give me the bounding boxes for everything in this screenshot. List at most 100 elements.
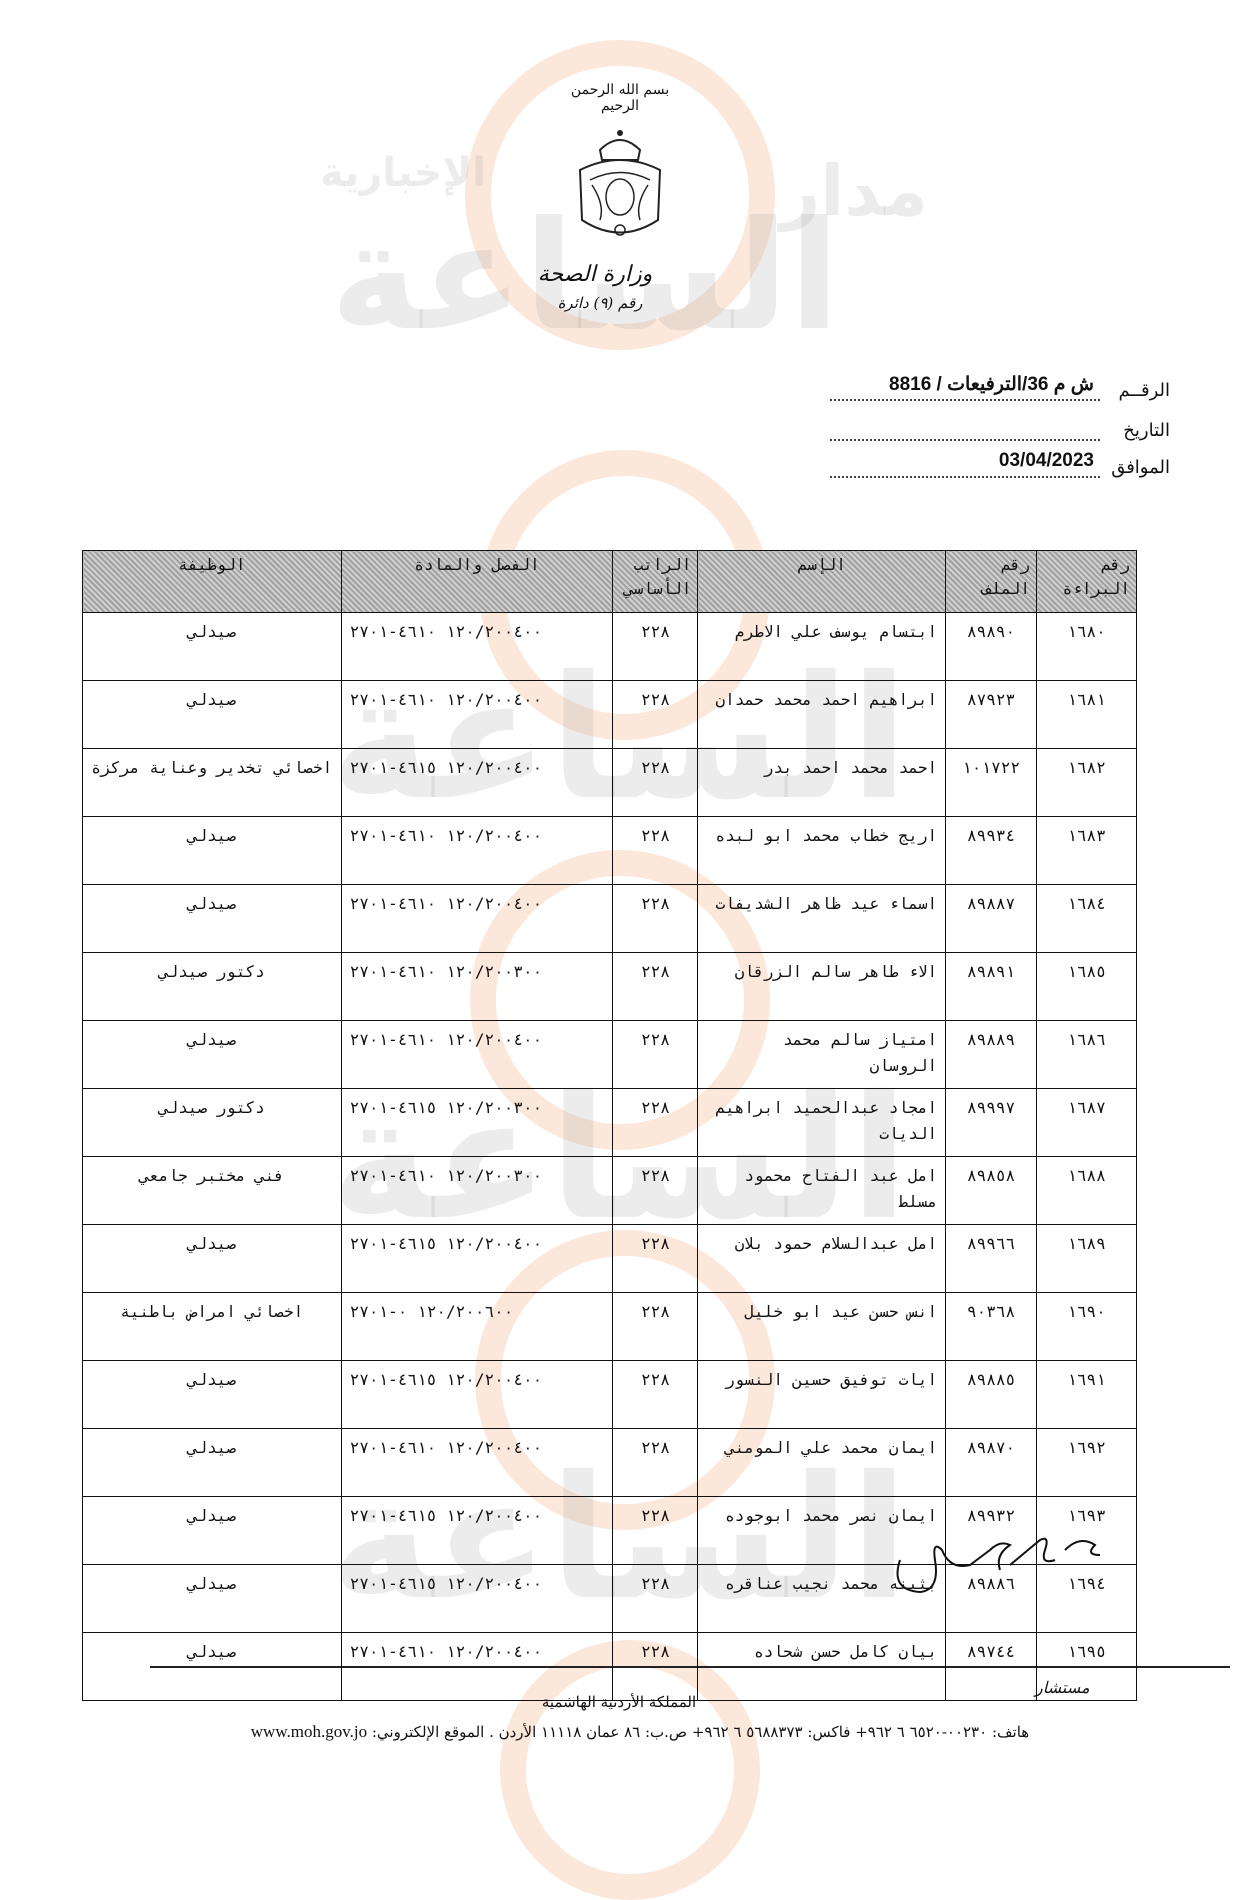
- file-number-cell: ٨٩٩٣٤: [945, 816, 1038, 885]
- certificate-number-cell: ١٦٨١: [1036, 680, 1137, 749]
- certificate-number-cell: ١٦٨٤: [1036, 884, 1137, 953]
- name-cell: انس حسن عيد ابو خليل: [697, 1292, 947, 1361]
- footer-website-link[interactable]: www.moh.gov.jo: [250, 1722, 368, 1741]
- classification-cell: ١٢٠/٢٠٠٤٠٠ ٤٦١٠-٢٧٠١: [340, 816, 614, 885]
- footer-contact-text: هاتف: ٠٠٢٣٠-٦٥٢٠ ٦ ٩٦٢+ فاكس: ٥٦٨٨٣٧٣ ٦ …: [367, 1723, 1030, 1741]
- basic-salary-cell: ٢٢٨: [612, 1088, 699, 1157]
- basic-salary-cell: ٢٢٨: [612, 1360, 699, 1429]
- basic-salary-cell: ٢٢٨: [612, 816, 699, 885]
- basic-salary-cell: ٢٢٨: [612, 1564, 699, 1633]
- table-row: ١٦٨١ ٨٧٩٢٣ ابراهيم احمد محمد حمدان ٢٢٨ ١٢٠/٢…: [82, 680, 1137, 749]
- reference-number: الرقــم ش م 36/الترفيعات / 8816: [830, 373, 1170, 401]
- reference-corresponding-value: 03/04/2023: [830, 450, 1100, 478]
- file-number-cell: ٨٩٨٧٠: [945, 1428, 1038, 1497]
- certificate-number-cell: ١٦٨٣: [1036, 816, 1137, 885]
- table-row: ١٦٨٢ ١٠١٧٢٢ احمد محمد احمد بدر ٢٢٨ ١٢٠/٢٠٠٤٠…: [82, 748, 1137, 817]
- name-cell: امل عبدالسلام حمود بلان: [697, 1224, 947, 1293]
- file-number-cell: ٨٩٨٩٠: [945, 612, 1038, 681]
- basic-salary-cell: ٢٢٨: [612, 680, 699, 749]
- certificate-number-cell: ١٦٩١: [1036, 1360, 1137, 1429]
- certificate-number-cell: ١٦٨٧: [1036, 1088, 1137, 1157]
- job-title-cell: اخصائي امراض باطنية: [82, 1292, 342, 1361]
- name-cell: ايات توفيق حسين النسور: [697, 1360, 947, 1429]
- job-title-cell: صيدلي: [82, 884, 342, 953]
- job-title-cell: دكتور صيدلي: [82, 1088, 342, 1157]
- certificate-number-cell: ١٦٩٤: [1036, 1564, 1137, 1633]
- name-cell: بثينه محمد نجيب عناقره: [697, 1564, 947, 1633]
- table-row: ١٦٨٥ ٨٩٨٩١ الاء طاهر سالم الزرقان ٢٢٨ ١٢٠/٢٠…: [82, 952, 1137, 1021]
- ministry-subtitle: رقم (٩) دائرة: [557, 294, 643, 312]
- job-title-cell: صيدلي: [82, 612, 342, 681]
- file-number-cell: ٨٧٩٢٣: [945, 680, 1038, 749]
- basic-salary-cell: ٢٢٨: [612, 1020, 699, 1089]
- basic-salary-cell: ٢٢٨: [612, 1156, 699, 1225]
- name-cell: الاء طاهر سالم الزرقان: [697, 952, 947, 1021]
- name-cell: اريج خطاب محمد ابو لبده: [697, 816, 947, 885]
- certificate-number-cell: ١٦٨٢: [1036, 748, 1137, 817]
- basic-salary-cell: ٢٢٨: [612, 1224, 699, 1293]
- classification-cell: ١٢٠/٢٠٠٤٠٠ ٤٦١٥-٢٧٠١: [340, 1360, 614, 1429]
- reference-number-label: الرقــم: [1118, 380, 1170, 401]
- certificate-number-cell: ١٦٩٥: [1036, 1632, 1137, 1701]
- table-row: ١٦٩٣ ٨٩٩٣٢ ايمان نصر محمد ابوجوده ٢٢٨ ١٢٠/٢٠…: [82, 1496, 1137, 1565]
- table-row: ١٦٨٣ ٨٩٩٣٤ اريج خطاب محمد ابو لبده ٢٢٨ ١٢٠/٢…: [82, 816, 1137, 885]
- file-number-cell: ٨٩٨٨٥: [945, 1360, 1038, 1429]
- file-number-cell: ٨٩٨٨٧: [945, 884, 1038, 953]
- basic-salary-cell: ٢٢٨: [612, 884, 699, 953]
- name-cell: ايمان محمد علي المومني: [697, 1428, 947, 1497]
- table-row: ١٦٨٨ ٨٩٨٥٨ امل عبد الفتاح محمود مسلط ٢٢٨ ١٢٠…: [82, 1156, 1137, 1225]
- promotions-table: رقم البراءة رقم الملف الإسم الراتب الأسا…: [82, 550, 1137, 1701]
- classification-cell: ١٢٠/٢٠٠٤٠٠ ٤٦١٠-٢٧٠١: [340, 884, 614, 953]
- reference-number-value: ش م 36/الترفيعات / 8816: [830, 373, 1100, 401]
- basic-salary-cell: ٢٢٨: [612, 1292, 699, 1361]
- classification-cell: ١٢٠/٢٠٠٤٠٠ ٤٦١٥-٢٧٠١: [340, 1564, 614, 1633]
- ministry-name: وزارة الصحة: [537, 262, 653, 287]
- job-title-cell: صيدلي: [82, 1020, 342, 1089]
- table-row: ١٦٨٤ ٨٩٨٨٧ اسماء عيد ظاهر الشديفات ٢٢٨ ١٢٠/٢…: [82, 884, 1137, 953]
- classification-cell: ١٢٠/٢٠٠٦٠٠ ٠-٢٧٠١: [340, 1292, 614, 1361]
- reference-date-value: [830, 413, 1100, 441]
- classification-cell: ١٢٠/٢٠٠٣٠٠ ٤٦١٠-٢٧٠١: [340, 1156, 614, 1225]
- reference-date-label: التاريخ: [1123, 420, 1170, 441]
- certificate-number-cell: ١٦٨٠: [1036, 612, 1137, 681]
- reference-date: التاريخ: [830, 413, 1170, 441]
- table-row: ١٦٨٩ ٨٩٩٦٦ امل عبدالسلام حمود بلان ٢٢٨ ١٢٠/٢…: [82, 1224, 1137, 1293]
- file-number-cell: ٨٩٨٨٩: [945, 1020, 1038, 1089]
- name-cell: بيان كامل حسن شحاده: [697, 1632, 947, 1701]
- name-cell: امتياز سالم محمد الروسان: [697, 1020, 947, 1089]
- table-row: ١٦٩٥ ٨٩٧٤٤ بيان كامل حسن شحاده ٢٢٨ ١٢٠/٢٠٠٤٠…: [82, 1632, 1137, 1701]
- watermark-brand-prefix: مدار: [780, 150, 929, 232]
- name-cell: ايمان نصر محمد ابوجوده: [697, 1496, 947, 1565]
- name-cell: امل عبد الفتاح محمود مسلط: [697, 1156, 947, 1225]
- job-title-cell: صيدلي: [82, 1428, 342, 1497]
- table-row: ١٦٨٦ ٨٩٨٨٩ امتياز سالم محمد الروسان ٢٢٨ ١٢٠/…: [82, 1020, 1137, 1089]
- table-row: ١٦٩٠ ٩٠٣٦٨ انس حسن عيد ابو خليل ٢٢٨ ١٢٠/٢٠٠٦…: [82, 1292, 1137, 1361]
- watermark-brand: الساعة: [330, 190, 841, 364]
- table-row: ١٦٨٧ ٨٩٩٩٧ امجاد عبدالحميد ابراهيم الديات ٢…: [82, 1088, 1137, 1157]
- certificate-number-cell: ١٦٩٠: [1036, 1292, 1137, 1361]
- table-row: ١٦٩١ ٨٩٨٨٥ ايات توفيق حسين النسور ٢٢٨ ١٢٠/٢٠…: [82, 1360, 1137, 1429]
- basic-salary-cell: ٢٢٨: [612, 748, 699, 817]
- basic-salary-cell: ٢٢٨: [612, 1496, 699, 1565]
- classification-cell: ١٢٠/٢٠٠٤٠٠ ٤٦١٠-٢٧٠١: [340, 1020, 614, 1089]
- header-certificate-number: رقم البراءة: [1036, 550, 1137, 613]
- certificate-number-cell: ١٦٨٨: [1036, 1156, 1137, 1225]
- classification-cell: ١٢٠/٢٠٠٣٠٠ ٤٦١٠-٢٧٠١: [340, 952, 614, 1021]
- reference-corresponding: الموافق 03/04/2023: [830, 450, 1170, 478]
- job-title-cell: صيدلي: [82, 1632, 342, 1701]
- header-file-number: رقم الملف: [945, 550, 1038, 613]
- file-number-cell: ٨٩٨٩١: [945, 952, 1038, 1021]
- file-number-cell: ٨٩٩٩٧: [945, 1088, 1038, 1157]
- name-cell: ابتسام يوسف علي الاطرم: [697, 612, 947, 681]
- classification-cell: ١٢٠/٢٠٠٤٠٠ ٤٦١٥-٢٧٠١: [340, 1224, 614, 1293]
- classification-cell: ١٢٠/٢٠٠٤٠٠ ٤٦١٠-٢٧٠١: [340, 1632, 614, 1701]
- file-number-cell: ٨٩٩٣٢: [945, 1496, 1038, 1565]
- classification-cell: ١٢٠/٢٠٠٤٠٠ ٤٦١٥-٢٧٠١: [340, 748, 614, 817]
- job-title-cell: فني مختبر جامعي: [82, 1156, 342, 1225]
- basic-salary-cell: ٢٢٨: [612, 1428, 699, 1497]
- classification-cell: ١٢٠/٢٠٠٣٠٠ ٤٦١٥-٢٧٠١: [340, 1088, 614, 1157]
- certificate-number-cell: ١٦٨٥: [1036, 952, 1137, 1021]
- footer-contact: هاتف: ٠٠٢٣٠-٦٥٢٠ ٦ ٩٦٢+ فاكس: ٥٦٨٨٣٧٣ ٦ …: [150, 1722, 1130, 1742]
- name-cell: احمد محمد احمد بدر: [697, 748, 947, 817]
- job-title-cell: دكتور صيدلي: [82, 952, 342, 1021]
